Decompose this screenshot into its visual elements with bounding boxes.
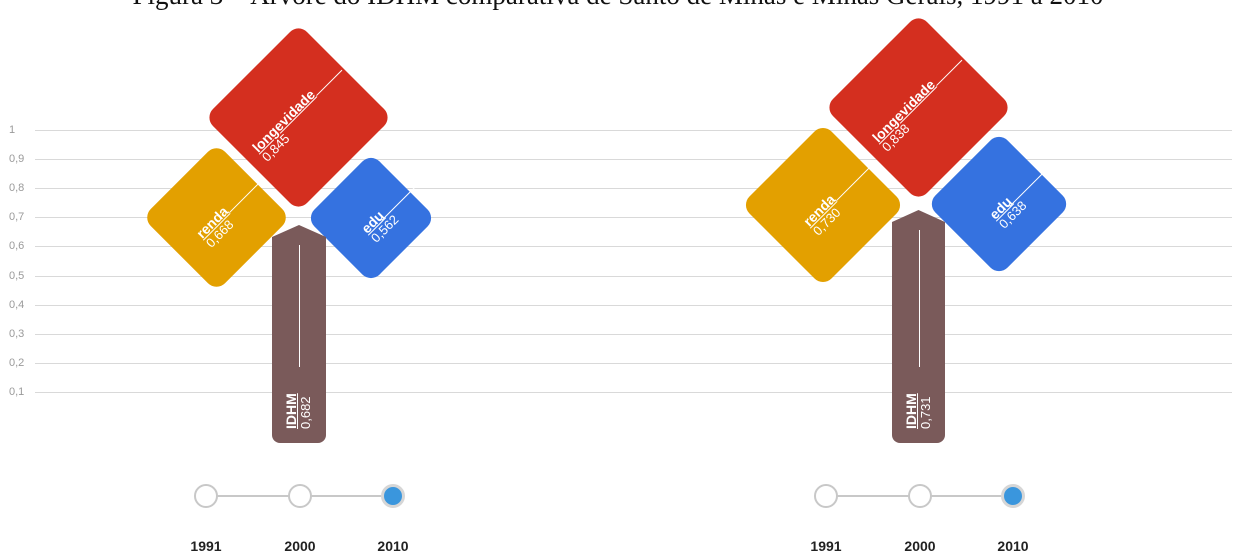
y-tick-label: 0,1	[9, 385, 25, 398]
y-tick-label: 0,5	[9, 269, 25, 282]
year-label-2010[interactable]: 2010	[997, 538, 1029, 554]
idhm-trunk-line	[299, 245, 300, 367]
gridline	[35, 217, 1232, 219]
year-dot-1991[interactable]	[814, 484, 838, 508]
idhm-label: IDHM 0,682	[283, 393, 313, 429]
year-label-2010[interactable]: 2010	[377, 538, 409, 554]
gridline	[35, 275, 1232, 277]
y-tick-label: 0,4	[9, 298, 25, 311]
y-tick-label: 0,6	[9, 240, 25, 253]
gridline	[35, 304, 1232, 306]
gridline	[35, 391, 1232, 393]
y-tick-label: 0,8	[9, 182, 25, 195]
y-tick-label: 0,7	[9, 211, 25, 224]
year-dot-2000[interactable]	[288, 484, 312, 508]
idhm-name: IDHM	[283, 393, 299, 429]
gridline	[35, 246, 1232, 248]
year-label-2000[interactable]: 2000	[284, 538, 316, 554]
y-tick-label: 0,9	[9, 153, 25, 166]
year-dot-2010[interactable]	[381, 484, 405, 508]
y-tick-label: 0,2	[9, 356, 25, 369]
idhm-name: IDHM	[903, 393, 919, 429]
gridline	[35, 333, 1232, 335]
gridline	[35, 159, 1232, 161]
idhm-trunk	[892, 210, 945, 443]
gridline	[35, 362, 1232, 364]
year-label-1991[interactable]: 1991	[190, 538, 222, 554]
y-tick-label: 1	[9, 124, 16, 136]
y-tick-label: 0,3	[9, 327, 25, 340]
idhm-trunk-line	[919, 230, 920, 367]
gridline	[35, 188, 1232, 190]
year-dot-2000[interactable]	[908, 484, 932, 508]
idhm-value: 0,731	[918, 396, 933, 429]
gridline	[35, 130, 1232, 131]
year-label-2000[interactable]: 2000	[904, 538, 936, 554]
year-dot-1991[interactable]	[194, 484, 218, 508]
year-label-1991[interactable]: 1991	[810, 538, 842, 554]
idhm-value: 0,682	[298, 396, 313, 429]
idhm-label: IDHM 0,731	[903, 393, 933, 429]
figure-caption: Figura 3 – Árvore do IDHM comparativa de…	[0, 0, 1236, 11]
year-dot-2010[interactable]	[1001, 484, 1025, 508]
